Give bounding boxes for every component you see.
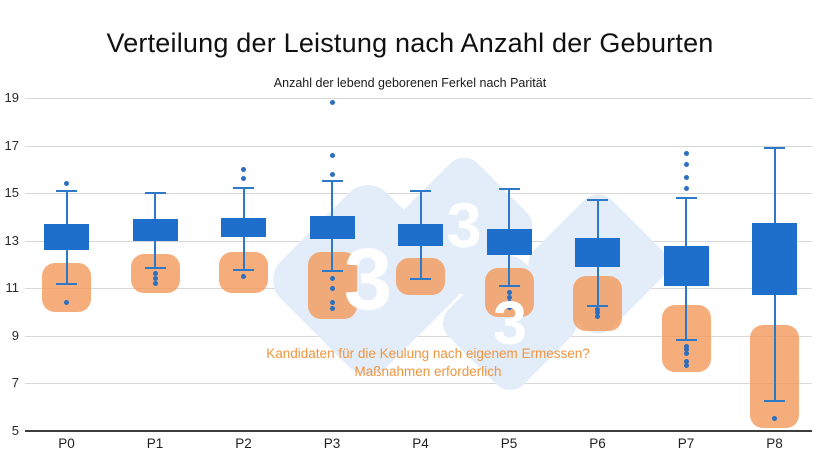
outlier-dot-P6: [595, 310, 600, 316]
whisker-cap-high-P4: [410, 189, 431, 192]
iqr-box-P3: [309, 215, 355, 240]
outlier-dot-P1: [152, 280, 158, 286]
whisker-cap-high-P1: [144, 192, 166, 194]
outlier-dot-P2: [241, 176, 246, 182]
gridline-9: [25, 335, 812, 337]
chart-subtitle: Anzahl der lebend geborenen Ferkel nach …: [273, 76, 547, 90]
whisker-cap-high-P5: [498, 188, 520, 191]
outlier-dot-P3: [329, 276, 335, 281]
whisker-cap-low-P3: [321, 270, 343, 273]
outlier-dot-P7: [683, 151, 689, 157]
outlier-dot-P2: [241, 273, 246, 279]
culling-annotation: Kandidaten für die Keulung nach eigenem …: [266, 345, 589, 381]
outlier-dot-P3: [329, 100, 335, 106]
outlier-dot-P8: [772, 416, 777, 422]
whisker-cap-low-P2: [233, 269, 254, 272]
whisker-cap-high-P6: [587, 199, 608, 202]
annotation-line-2: Maßnahmen erforderlich: [354, 364, 502, 379]
iqr-box-P1: [132, 219, 178, 241]
whisker-cap-high-P8: [764, 146, 785, 149]
iqr-box-P5: [486, 228, 532, 255]
outlier-dot-P7: [683, 347, 689, 353]
iqr-box-P6: [575, 238, 620, 267]
whisker-cap-low-P7: [675, 339, 697, 342]
y-tick-label-11: 11: [5, 280, 20, 295]
y-tick-label-17: 17: [4, 137, 19, 153]
outlier-dot-P6: [595, 314, 600, 319]
x-tick-label-P5: P5: [500, 436, 518, 451]
x-tick-label-P7: P7: [677, 436, 695, 451]
outlier-dot-P7: [683, 350, 689, 356]
x-tick-label-P3: P3: [323, 436, 341, 451]
outlier-dot-P5: [506, 295, 512, 300]
watermark-diamond-icon: 3: [435, 248, 585, 398]
y-tick-label-13: 13: [4, 232, 19, 248]
gridline-17: [25, 145, 812, 147]
x-axis-line: [25, 430, 812, 432]
watermark-digit: 3: [343, 231, 393, 328]
outlier-dot-P3: [329, 285, 335, 291]
whisker-cap-low-P1: [144, 266, 166, 269]
outlier-dot-P3: [329, 305, 335, 311]
y-tick-label-19: 19: [4, 90, 19, 105]
outlier-dot-P0: [64, 181, 69, 186]
gridline-19: [25, 98, 812, 99]
whisker-cap-high-P0: [56, 189, 77, 192]
whisker-cap-high-P3: [321, 180, 343, 183]
gridline-7: [25, 383, 812, 384]
outlier-dot-P3: [329, 152, 335, 158]
iqr-box-P4: [398, 223, 443, 247]
outlier-dot-P3: [329, 171, 335, 177]
whisker-cap-low-P4: [410, 277, 431, 280]
y-tick-label-15: 15: [4, 185, 19, 200]
outlier-dot-P2: [241, 166, 246, 172]
whisker-cap-low-P6: [587, 304, 608, 307]
outlier-dot-P5: [506, 304, 512, 310]
iqr-box-P2: [221, 217, 266, 237]
whisker-cap-high-P2: [233, 187, 254, 190]
outlier-dot-P3: [329, 299, 335, 305]
iqr-box-P8: [752, 222, 797, 296]
x-tick-label-P1: P1: [146, 436, 164, 451]
iqr-box-P0: [44, 223, 89, 250]
x-tick-label-P8: P8: [766, 436, 783, 451]
outlier-dot-P7: [683, 162, 689, 167]
outlier-dot-P7: [683, 175, 689, 181]
whisker-cap-low-P5: [498, 284, 520, 287]
chart-title: Verteilung der Leistung nach Anzahl der …: [106, 28, 714, 58]
outlier-dot-P7: [683, 343, 689, 349]
outlier-dot-P7: [683, 359, 689, 365]
whisker-cap-high-P7: [675, 196, 697, 199]
watermark-digit: 3: [446, 191, 482, 261]
outlier-dot-P5: [506, 290, 512, 296]
outlier-dot-P0: [64, 299, 69, 305]
outlier-dot-P1: [152, 271, 158, 277]
outlier-dot-P7: [683, 362, 689, 368]
whisker-cap-low-P0: [56, 283, 77, 286]
outlier-dot-P6: [595, 306, 600, 312]
outlier-dot-P1: [152, 276, 158, 281]
y-tick-label-9: 9: [11, 327, 19, 343]
y-tick-label-5: 5: [11, 422, 19, 438]
iqr-box-P7: [663, 246, 709, 286]
outlier-dot-P7: [683, 185, 689, 191]
outlier-dot-P5: [506, 299, 512, 305]
annotation-line-1: Kandidaten für die Keulung nach eigenem …: [266, 346, 590, 361]
watermark-diamond-icon: 3: [387, 149, 541, 303]
x-tick-label-P4: P4: [412, 436, 429, 451]
x-tick-label-P0: P0: [58, 436, 75, 451]
watermark-digit: 3: [493, 289, 527, 357]
watermark-diamond-icon: 3: [261, 173, 475, 387]
whisker-cap-low-P8: [764, 399, 785, 402]
x-tick-label-P2: P2: [235, 436, 252, 451]
x-tick-label-P6: P6: [589, 436, 606, 451]
y-tick-label-7: 7: [11, 375, 19, 390]
